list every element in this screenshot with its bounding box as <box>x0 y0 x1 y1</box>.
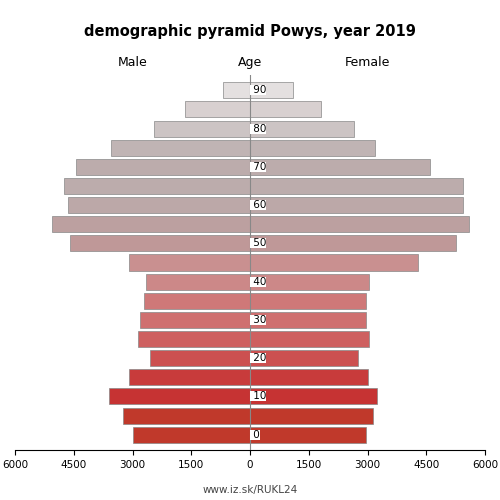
Bar <box>111 140 250 156</box>
Bar <box>250 82 293 98</box>
Bar <box>186 102 250 117</box>
Bar <box>144 292 250 309</box>
Bar <box>132 426 250 442</box>
Bar <box>250 178 464 194</box>
Text: 60: 60 <box>250 200 266 210</box>
Bar <box>122 408 250 424</box>
Text: 50: 50 <box>250 238 266 248</box>
Bar <box>68 197 250 213</box>
Bar <box>128 370 250 386</box>
Text: Male: Male <box>118 56 148 70</box>
Bar <box>146 274 250 289</box>
Bar <box>150 350 250 366</box>
Text: 40: 40 <box>250 276 266 286</box>
Bar <box>250 331 370 347</box>
Bar <box>109 388 250 404</box>
Bar <box>250 140 376 156</box>
Text: 0: 0 <box>250 430 260 440</box>
Bar <box>128 254 250 270</box>
Text: 80: 80 <box>250 124 266 134</box>
Bar <box>224 82 250 98</box>
Text: Age: Age <box>238 56 262 70</box>
Bar <box>250 426 366 442</box>
Bar <box>250 102 320 117</box>
Bar <box>138 331 250 347</box>
Bar <box>70 236 250 252</box>
Bar <box>52 216 250 232</box>
Text: 70: 70 <box>250 162 266 172</box>
Title: demographic pyramid Powys, year 2019: demographic pyramid Powys, year 2019 <box>84 24 416 39</box>
Bar <box>140 312 250 328</box>
Bar <box>250 370 368 386</box>
Bar <box>64 178 250 194</box>
Bar <box>250 254 418 270</box>
Text: 30: 30 <box>250 315 266 325</box>
Text: 10: 10 <box>250 392 266 402</box>
Bar <box>250 274 370 289</box>
Bar <box>250 159 430 175</box>
Text: www.iz.sk/RUKL24: www.iz.sk/RUKL24 <box>202 485 298 495</box>
Bar <box>250 197 464 213</box>
Bar <box>76 159 250 175</box>
Text: Female: Female <box>345 56 390 70</box>
Bar <box>250 120 354 136</box>
Bar <box>250 388 378 404</box>
Bar <box>250 312 366 328</box>
Bar <box>250 236 456 252</box>
Bar <box>250 350 358 366</box>
Text: 90: 90 <box>250 86 266 96</box>
Bar <box>250 216 470 232</box>
Bar <box>154 120 250 136</box>
Bar <box>250 408 374 424</box>
Bar <box>250 292 366 309</box>
Text: 20: 20 <box>250 353 266 363</box>
